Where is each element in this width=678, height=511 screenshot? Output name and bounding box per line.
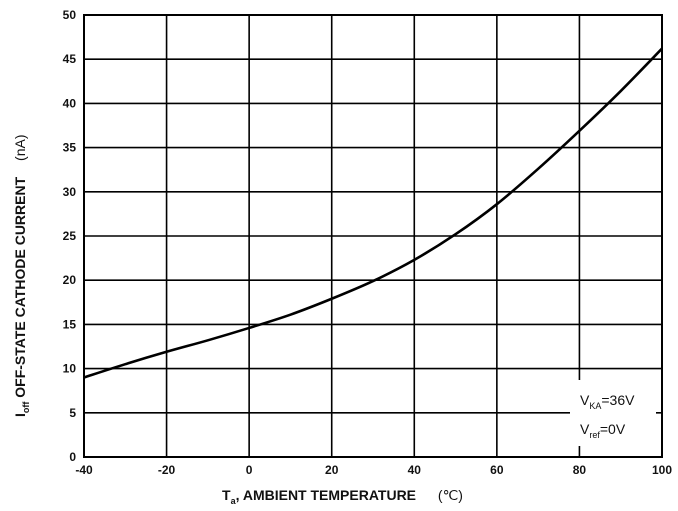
y-tick-label: 45 <box>63 52 77 66</box>
annotation-box <box>570 380 656 446</box>
y-tick-label: 25 <box>63 229 77 243</box>
x-tick-labels: -40 -20 0 20 40 60 80 100 <box>75 463 672 477</box>
x-tick-label: 20 <box>325 463 339 477</box>
x-axis-label: Ta, AMBIENT TEMPERATURE (℃) <box>222 487 463 506</box>
y-tick-label: 50 <box>63 8 77 22</box>
x-tick-label: 80 <box>573 463 587 477</box>
y-tick-label: 0 <box>69 450 76 464</box>
x-tick-label: 60 <box>490 463 504 477</box>
x-tick-label: 40 <box>408 463 422 477</box>
annotation-vka: VKA=36V <box>580 392 635 411</box>
x-tick-label: -40 <box>75 463 93 477</box>
series-line <box>83 47 663 379</box>
plot-frame <box>83 14 663 458</box>
curve-layer <box>83 47 663 379</box>
y-tick-label: 15 <box>63 317 77 331</box>
x-tick-label: 100 <box>652 463 672 477</box>
y-tick-labels: 0 5 10 15 20 25 30 35 40 45 50 <box>63 8 77 464</box>
x-tick-label: -20 <box>158 463 176 477</box>
y-tick-label: 5 <box>69 406 76 420</box>
y-tick-label: 40 <box>63 96 77 110</box>
y-tick-label: 30 <box>63 185 77 199</box>
y-tick-label: 10 <box>63 362 77 376</box>
y-tick-label: 20 <box>63 273 77 287</box>
y-tick-label: 35 <box>63 141 77 155</box>
y-axis-label: Ioff OFF-STATE CATHODE CURRENT (nA) <box>12 135 31 418</box>
x-tick-label: 0 <box>246 463 253 477</box>
annotation-vref: Vref=0V <box>580 421 626 440</box>
